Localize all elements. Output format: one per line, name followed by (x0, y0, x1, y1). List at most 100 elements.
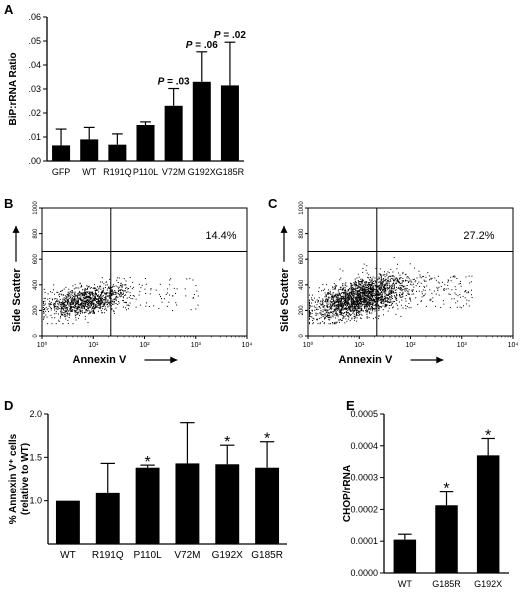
chart-c-event-dot (370, 281, 372, 283)
chart-b-event-dot (115, 291, 117, 293)
chart-c-event-dot (327, 316, 329, 318)
chart-c-event-dot (387, 279, 389, 281)
chart-c-event-dot (394, 296, 396, 298)
chart-c-event-dot (347, 312, 349, 313)
chart-c-event-dot (421, 296, 423, 298)
chart-b-event-dot (94, 292, 96, 294)
chart-c-event-dot (370, 294, 372, 296)
chart-c-event-dot (430, 278, 432, 280)
chart-b-event-dot (85, 293, 87, 295)
chart-b-event-dot (85, 309, 87, 311)
chart-c-event-dot (358, 286, 360, 288)
chart-c-event-dot (362, 290, 364, 292)
chart-c-event-dot (335, 305, 337, 306)
chart-c-event-dot (410, 283, 411, 285)
chart-c-event-dot (391, 292, 393, 294)
chart-b-event-dot (117, 286, 119, 288)
chart-b-event-dot (90, 303, 92, 305)
chart-c-event-dot (367, 303, 369, 304)
chart-c-event-dot (367, 296, 369, 298)
chart-c-event-dot (358, 281, 360, 282)
chart-c-event-dot (402, 280, 404, 282)
chart-b-event-dot (82, 293, 83, 295)
chart-c-event-dot (368, 302, 370, 304)
chart-b-event-dot (122, 297, 124, 299)
chart-c-event-dot (345, 307, 347, 309)
chart-c-event-dot (349, 306, 351, 308)
chart-c-event-dot (340, 293, 342, 294)
chart-c-event-dot (386, 296, 388, 298)
chart-c-event-dot (368, 301, 370, 303)
chart-c-event-dot (401, 282, 403, 284)
chart-b-event-dot (87, 306, 89, 308)
chart-b-event-dot (92, 309, 94, 311)
chart-c-event-dot (364, 296, 365, 298)
chart-b-event-dot (94, 298, 95, 300)
chart-b-event-dot (100, 281, 102, 283)
chart-b-event-dot (79, 297, 81, 299)
chart-b-event-dot (128, 296, 130, 298)
chart-b-event-dot (82, 312, 84, 314)
chart-c-event-dot (311, 294, 313, 296)
chart-c-event-dot (385, 304, 387, 306)
chart-c-event-dot (343, 305, 345, 307)
chart-c-event-dot (447, 279, 449, 281)
chart-c-event-dot (402, 293, 403, 295)
chart-b-event-dot (89, 306, 91, 308)
chart-b-event-dot (94, 287, 96, 289)
chart-b-event-dot (65, 308, 67, 310)
chart-c-event-dot (340, 311, 342, 312)
chart-c-event-dot (380, 302, 382, 304)
chart-c-event-dot (368, 299, 369, 301)
chart-c-event-dot (332, 310, 334, 312)
chart-c-event-dot (351, 302, 353, 304)
chart-c-event-dot (362, 299, 364, 301)
chart-c-event-dot (402, 288, 404, 290)
chart-b-event-dot (63, 304, 65, 306)
chart-c-xtick-label: 10¹ (354, 342, 365, 349)
chart-c-event-dot (381, 288, 383, 290)
chart-c-event-dot (383, 314, 384, 316)
panel-letter-c: C (268, 196, 278, 211)
chart-c-event-dot (393, 283, 395, 284)
chart-c-event-dot (382, 286, 384, 288)
chart-b-event-dot (125, 294, 127, 296)
chart-b-event-dot (92, 293, 94, 294)
chart-c-event-dot (349, 304, 351, 306)
chart-c-event-dot (322, 289, 324, 291)
chart-b-event-dot (43, 304, 45, 306)
chart-c-event-dot (354, 289, 356, 290)
chart-b-event-dot (117, 293, 119, 295)
chart-c-event-dot (342, 285, 344, 287)
chart-b-event-dot (74, 305, 76, 307)
chart-b-event-dot (118, 301, 120, 302)
chart-c-event-dot (370, 294, 372, 295)
chart-b-event-dot (87, 301, 88, 303)
chart-c-event-dot (333, 296, 335, 298)
chart-c-event-dot (428, 275, 430, 277)
chart-c-event-dot (362, 310, 364, 312)
chart-c-event-dot (395, 277, 397, 279)
chart-c-event-dot (377, 301, 379, 302)
chart-c-event-dot (362, 292, 363, 294)
chart-d-significance-star: * (224, 434, 230, 451)
chart-b-event-dot (82, 292, 84, 294)
chart-c-event-dot (373, 288, 375, 290)
chart-c-event-dot (366, 310, 368, 312)
chart-c-event-dot (406, 280, 408, 281)
chart-b-plot-frame (41, 207, 248, 337)
chart-c-event-dot (374, 304, 376, 306)
chart-b-event-dot (104, 299, 106, 301)
chart-b-event-dot (122, 300, 124, 302)
chart-c-event-dot (338, 299, 340, 301)
chart-c-event-dot (312, 300, 314, 301)
chart-b-event-dot (190, 309, 192, 311)
chart-c-event-dot (341, 307, 343, 308)
chart-c-event-dot (357, 306, 359, 308)
chart-b-event-dot (62, 314, 63, 315)
chart-c-event-dot (393, 278, 395, 280)
chart-b-event-dot (90, 294, 92, 295)
chart-c-event-dot (384, 284, 386, 286)
chart-c-event-dot (334, 308, 336, 310)
chart-c-event-dot (352, 301, 354, 303)
